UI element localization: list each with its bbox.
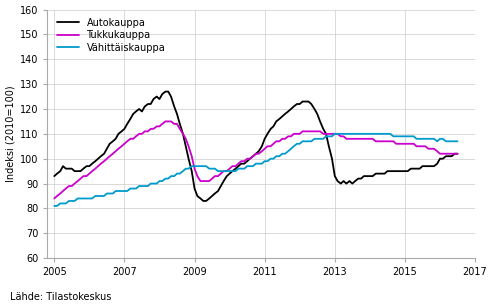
Tukkukauppa	[54, 194, 60, 198]
Legend: Autokauppa, Tukkukauppa, Vähittäiskauppa: Autokauppa, Tukkukauppa, Vähittäiskauppa	[53, 14, 169, 57]
Tukkukauppa	[449, 152, 455, 156]
Y-axis label: Indeksi (2010=100): Indeksi (2010=100)	[5, 85, 16, 182]
Tukkukauppa	[282, 137, 288, 141]
Vähittäiskauppa	[332, 132, 338, 136]
Autokauppa	[54, 172, 60, 175]
Vähittäiskauppa	[51, 204, 57, 208]
Vähittäiskauppa	[455, 140, 460, 143]
Vähittäiskauppa	[54, 204, 60, 208]
Vähittäiskauppa	[449, 140, 455, 143]
Tukkukauppa	[51, 197, 57, 200]
Autokauppa	[51, 174, 57, 178]
Tukkukauppa	[57, 192, 63, 195]
Line: Autokauppa: Autokauppa	[54, 92, 458, 201]
Tukkukauppa	[265, 144, 271, 148]
Autokauppa	[315, 112, 320, 116]
Tukkukauppa	[455, 152, 460, 156]
Autokauppa	[285, 110, 291, 113]
Autokauppa	[452, 152, 458, 156]
Tukkukauppa	[163, 119, 169, 123]
Text: Lähde: Tilastokeskus: Lähde: Tilastokeskus	[10, 292, 111, 302]
Tukkukauppa	[312, 130, 317, 133]
Vähittäiskauppa	[57, 202, 63, 205]
Autokauppa	[200, 199, 206, 203]
Line: Vähittäiskauppa: Vähittäiskauppa	[54, 134, 458, 206]
Vähittäiskauppa	[308, 140, 314, 143]
Autokauppa	[163, 90, 169, 93]
Autokauppa	[57, 169, 63, 173]
Autokauppa	[455, 152, 460, 156]
Vähittäiskauppa	[279, 152, 285, 156]
Vähittäiskauppa	[262, 159, 268, 163]
Autokauppa	[268, 127, 274, 131]
Line: Tukkukauppa: Tukkukauppa	[54, 121, 458, 199]
